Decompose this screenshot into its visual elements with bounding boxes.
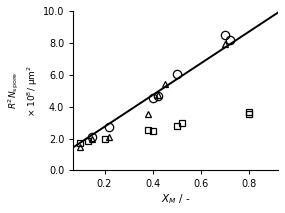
X-axis label: $X_{M}$ / -: $X_{M}$ / -: [161, 192, 190, 206]
Y-axis label: $R^{2}N_{\mathrm{spore}}$
× 10$^{8}$/ μm$^{2}$: $R^{2}N_{\mathrm{spore}}$ × 10$^{8}$/ μm…: [7, 65, 40, 117]
